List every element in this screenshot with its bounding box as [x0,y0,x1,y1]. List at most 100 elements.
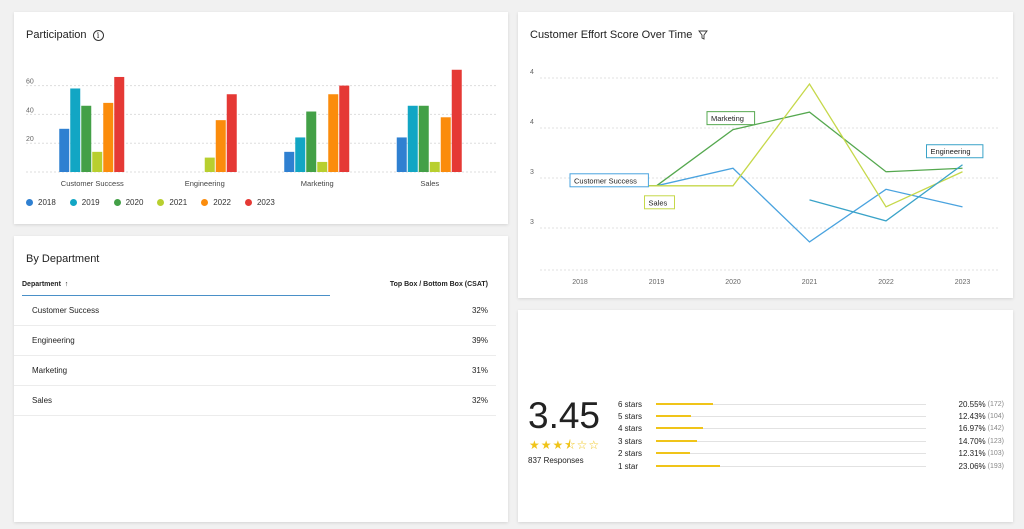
effort-card: Customer Effort Score Over Time 4 4 3 3 2018… [518,12,1013,298]
y-tick-label: 4 [530,119,534,126]
department-table: Department ↑ Top Box / Bottom Box (CSAT)… [14,272,496,416]
participation-title: Participation [26,29,87,41]
rating-bar [656,427,926,430]
participation-card: Participation i 20 40 60 Customer Success En… [14,12,508,224]
series-label-text: Customer Success [574,176,637,185]
rating-percent: 12.43% [958,411,986,421]
legend-label: 2019 [81,198,100,207]
bar-2021[interactable] [204,157,215,172]
series-label-box [569,173,649,188]
bar-2022[interactable] [328,94,339,172]
rating-count: (193) [987,462,1004,470]
series-label-text: Engineering [931,147,971,156]
rating-count: (104) [987,412,1004,420]
x-tick-label: 2023 [955,279,971,286]
line-Sales[interactable] [580,82,963,208]
legend-item[interactable]: 2019 [69,198,100,207]
legend-item[interactable]: 2021 [157,198,187,207]
legend-item[interactable]: 2023 [244,198,275,207]
series-label-text: Sales [649,198,668,207]
series-label-box [706,111,756,126]
category-label: Marketing [301,179,334,188]
rating-percent: 23.06% [958,461,986,471]
series-label: Customer Success [569,173,649,188]
legend-item[interactable]: 2020 [113,198,143,207]
legend-swatch [244,199,252,206]
bar-2020[interactable] [81,105,92,172]
department-name: Customer Success [32,306,100,315]
rating-label: 6 stars [618,399,643,409]
info-icon[interactable]: i [92,29,104,41]
bar-2022[interactable] [440,117,451,172]
department-column-header[interactable]: Department ↑ [22,281,68,288]
table-row[interactable]: Sales 32% [14,386,496,416]
department-name: Marketing [32,366,68,375]
bar-2019[interactable] [70,88,81,172]
rating-bar-fill [656,439,697,442]
bar-2019[interactable] [407,105,418,172]
legend-swatch [26,199,33,206]
bar-2023[interactable] [339,85,350,172]
legend-swatch [69,199,77,206]
bar-2022[interactable] [103,102,114,172]
y-tick-label: 40 [26,107,34,114]
star-rating-icon: ★★★⯪☆☆ [529,438,601,452]
rating-bar-fill [656,452,691,455]
table-row[interactable]: Customer Success 32% [14,296,496,326]
series-label: Sales [644,195,675,210]
rating-bar [656,452,926,455]
bar-2019[interactable] [295,137,306,172]
bar-2018[interactable] [396,137,407,172]
rating-percent: 14.70% [958,436,986,446]
sort-arrow-icon: ↑ [64,280,69,288]
series-label-box [644,195,675,210]
bar-2021[interactable] [317,161,328,172]
legend-label: 2021 [169,198,188,207]
rating-percent: 16.97% [958,424,986,434]
rating-bar [656,414,926,417]
department-name: Engineering [32,336,75,345]
bar-2022[interactable] [215,120,226,172]
bar-2023[interactable] [451,69,462,172]
department-value: 31% [471,366,488,375]
bar-2021[interactable] [429,161,440,172]
department-value: 32% [471,306,488,315]
bar-2021[interactable] [92,151,103,172]
bar-2018[interactable] [284,151,295,172]
rating-row: 2 stars 12.31% (103) [618,448,1004,460]
rating-row: 5 stars 12.43% (104) [618,410,1004,422]
rating-label: 2 stars [618,449,643,459]
rating-count: (103) [987,450,1004,458]
rating-percent: 20.55% [958,399,986,409]
bar-2023[interactable] [114,76,125,172]
legend-item[interactable]: 2018 [26,198,56,207]
legend-swatch [157,199,165,206]
table-row[interactable]: Engineering 39% [14,326,496,356]
rating-count: (142) [987,425,1004,433]
participation-legend: 2018 2019 2020 2021 2022 2023 [26,198,275,207]
rating-bar-fill [656,414,691,417]
rating-row: 6 stars 20.55% (172) [618,398,1004,410]
bar-2020[interactable] [418,105,429,172]
rating-bar-fill [656,402,714,405]
category-label: Customer Success [61,179,124,188]
effort-title: Customer Effort Score Over Time [530,29,693,41]
series-label: Engineering [926,144,984,159]
department-card: By Department [14,236,508,522]
line-Engineering[interactable] [809,164,963,222]
series-label-box [926,144,984,159]
table-row[interactable]: Marketing 31% [14,356,496,386]
series-label: Marketing [706,111,756,126]
rating-bar [656,439,926,442]
participation-chart: 20 40 60 Customer Success Engineering Marketi… [26,69,496,188]
bar-2023[interactable] [226,94,237,172]
rating-bar-fill [656,427,704,430]
y-tick-label: 3 [530,169,534,176]
rating-bar-fill [656,464,721,467]
bar-2018[interactable] [59,128,70,172]
filter-icon[interactable] [698,30,709,40]
effort-title-wrap: Customer Effort Score Over Time [530,29,709,41]
bar-2020[interactable] [306,111,317,172]
metric-column-header[interactable]: Top Box / Bottom Box (CSAT) [389,280,488,288]
legend-item[interactable]: 2022 [201,198,231,207]
